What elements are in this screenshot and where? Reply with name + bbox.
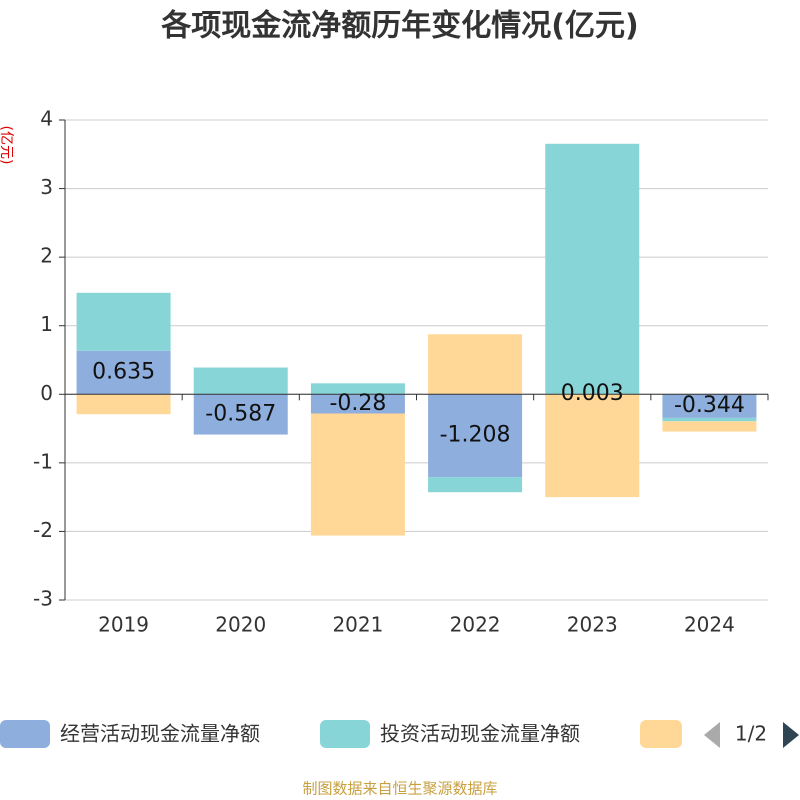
y-tick-label: -3 (33, 587, 53, 611)
bar (76, 394, 171, 415)
y-tick-label: 4 (40, 107, 53, 131)
y-tick-label: -2 (33, 518, 53, 542)
bar (428, 334, 523, 395)
x-tick-label: 2022 (450, 613, 501, 637)
y-tick-label: 0 (40, 381, 53, 405)
x-tick-label: 2019 (98, 613, 149, 637)
x-tick-label: 2023 (567, 613, 618, 637)
data-label: -1.208 (440, 423, 511, 448)
legend-prev[interactable] (704, 722, 720, 748)
bar (545, 394, 640, 498)
data-label: -0.28 (329, 391, 386, 416)
bar (310, 383, 405, 395)
bar (545, 143, 640, 395)
legend-label: 投资活动现金流量净额 (380, 722, 580, 746)
legend-swatch (640, 720, 682, 748)
y-axis-label: (亿元) (0, 126, 14, 165)
data-label: 0.003 (561, 381, 624, 406)
x-tick-label: 2024 (684, 613, 735, 637)
legend-next[interactable] (783, 722, 799, 748)
legend-swatch (320, 720, 370, 748)
legend-page: 1/2 (735, 722, 767, 746)
bar (428, 477, 523, 493)
chart-title: 各项现金流净额历年变化情况(亿元) (160, 9, 638, 44)
bar (662, 417, 757, 422)
bar (662, 421, 757, 432)
data-label: -0.587 (205, 401, 276, 426)
y-tick-label: -1 (33, 449, 53, 473)
x-tick-label: 2020 (215, 613, 266, 637)
y-tick-label: 1 (40, 312, 53, 336)
data-label: 0.635 (92, 360, 155, 385)
y-tick-label: 2 (40, 244, 53, 268)
legend-swatch (0, 720, 50, 748)
bar (428, 394, 523, 478)
source-note: 制图数据来自恒生聚源数据库 (302, 780, 497, 798)
bar (193, 367, 288, 395)
bar (76, 350, 171, 395)
legend-label: 经营活动现金流量净额 (60, 722, 260, 746)
x-tick-label: 2021 (332, 613, 383, 637)
data-label: -0.344 (674, 393, 745, 418)
bar (310, 394, 405, 414)
bar (76, 292, 171, 351)
bar (193, 394, 288, 435)
y-tick-label: 3 (40, 175, 53, 199)
bar (662, 394, 757, 418)
bar (310, 413, 405, 536)
